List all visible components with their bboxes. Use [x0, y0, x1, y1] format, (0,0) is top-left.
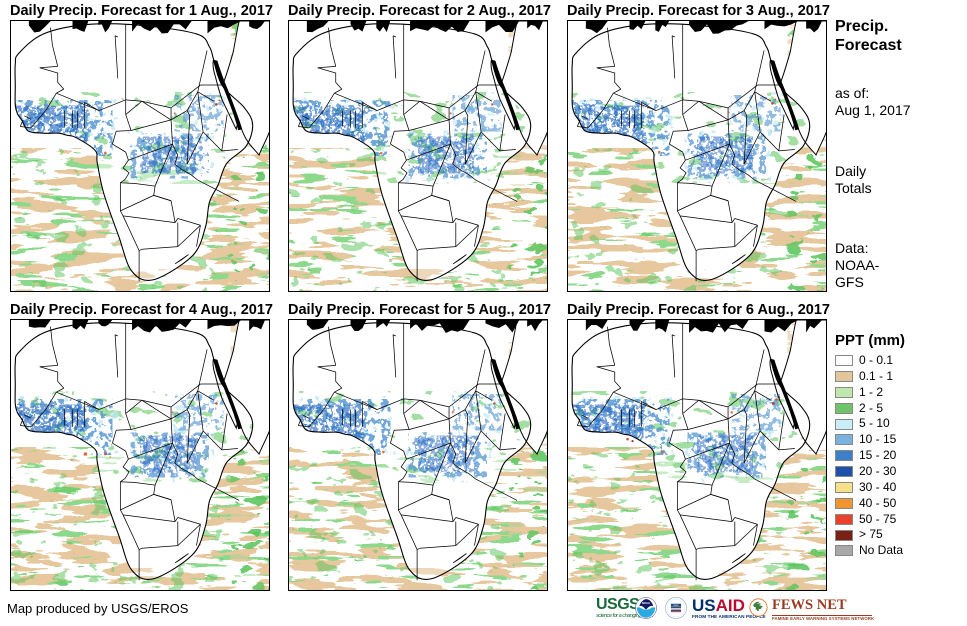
- svg-text:NWS: NWS: [674, 605, 680, 607]
- svg-text:NOAA: NOAA: [642, 601, 650, 605]
